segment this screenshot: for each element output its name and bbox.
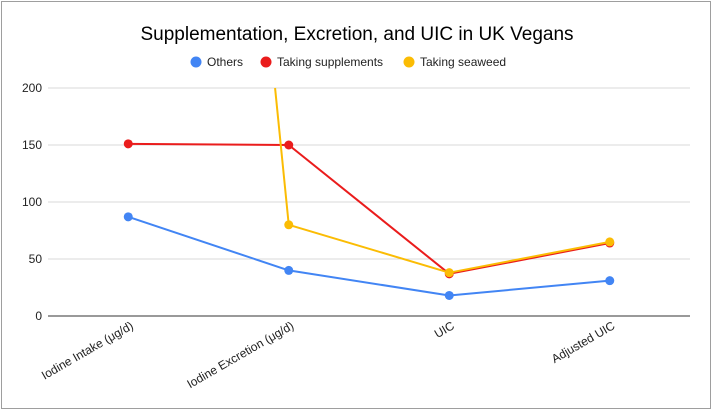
legend-label-others: Others xyxy=(207,55,243,69)
x-tick-label: Iodine Intake (μg/d) xyxy=(39,318,136,382)
data-point-taking-seaweed xyxy=(444,268,454,278)
data-point-others xyxy=(123,212,133,222)
data-point-taking-supplements xyxy=(284,140,294,150)
series-lines xyxy=(123,87,615,300)
legend: Others Taking supplements Taking seaweed xyxy=(190,55,506,69)
y-tick-label: 100 xyxy=(22,195,42,209)
y-tick-label: 0 xyxy=(35,309,42,323)
y-tick-label: 200 xyxy=(22,81,42,95)
x-axis-tick-labels: Iodine Intake (μg/d) Iodine Excretion (μg… xyxy=(39,318,618,391)
legend-label-taking-seaweed: Taking seaweed xyxy=(420,55,506,69)
series-line-taking-seaweed xyxy=(274,87,610,274)
x-tick-label: Iodine Excretion (μg/d) xyxy=(184,318,296,391)
y-axis-tick-labels: 0 50 100 150 200 xyxy=(22,81,42,323)
y-tick-label: 50 xyxy=(29,252,43,266)
series-line-others xyxy=(127,215,610,297)
x-tick-label: UIC xyxy=(432,318,457,341)
chart-title: Supplementation, Excretion, and UIC in U… xyxy=(140,24,573,45)
data-point-taking-seaweed xyxy=(605,237,615,247)
legend-swatch-others xyxy=(190,56,202,68)
legend-label-taking-supplements: Taking supplements xyxy=(277,55,383,69)
legend-swatch-taking-seaweed xyxy=(403,56,415,68)
data-point-taking-seaweed xyxy=(284,220,294,230)
data-point-others xyxy=(284,265,294,275)
y-tick-label: 150 xyxy=(22,138,42,152)
data-point-others xyxy=(444,290,454,300)
data-point-others xyxy=(605,276,615,286)
legend-swatch-taking-supplements xyxy=(260,56,272,68)
x-tick-label: Adjusted UIC xyxy=(549,318,618,366)
data-point-taking-supplements xyxy=(123,139,133,149)
gridlines xyxy=(48,87,690,317)
series-line-taking-supplements xyxy=(128,142,610,275)
